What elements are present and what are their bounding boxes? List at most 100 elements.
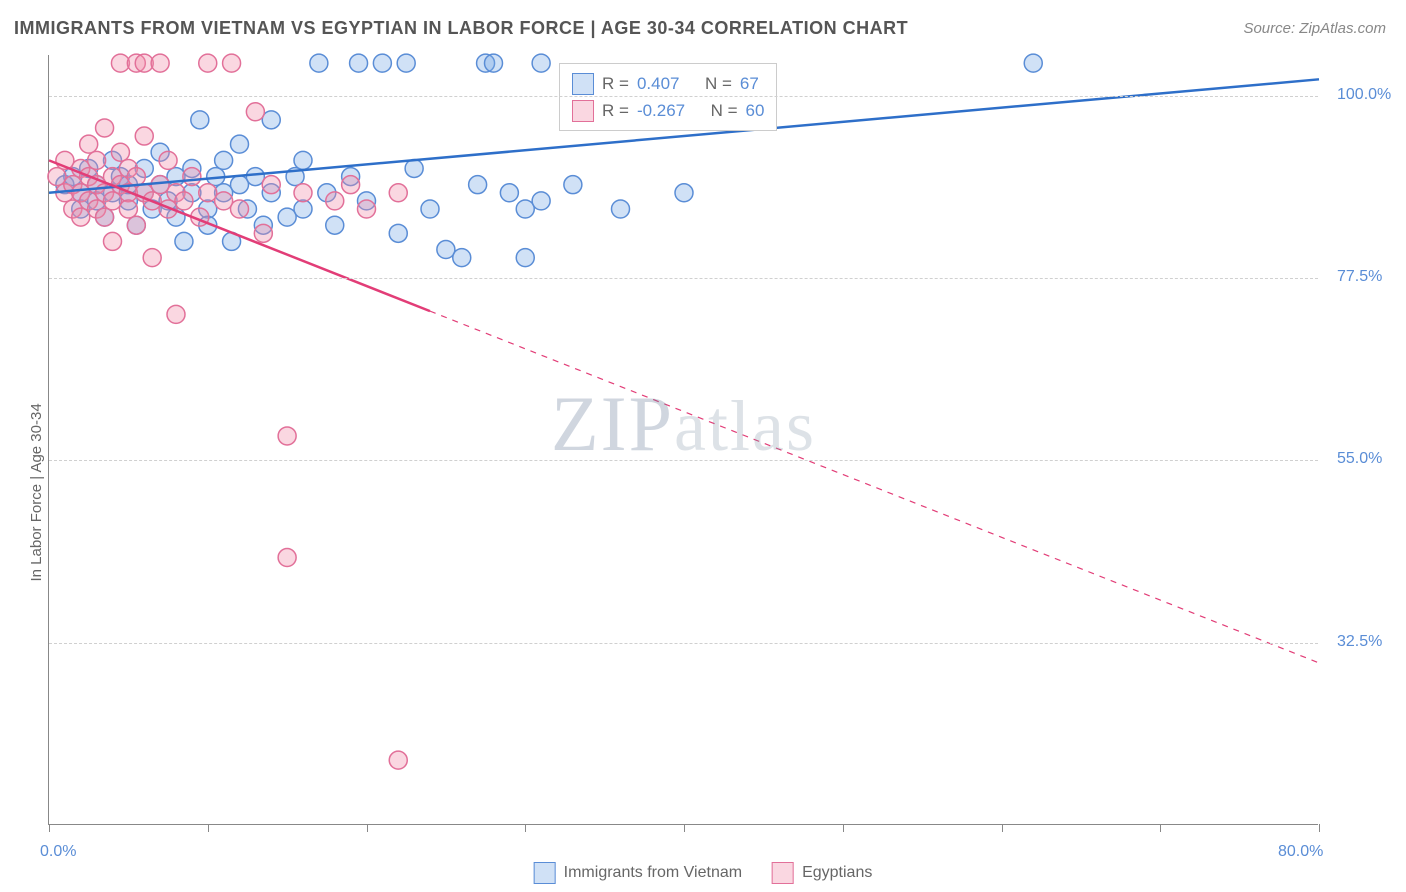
gridline-h (49, 643, 1318, 644)
xtick (367, 824, 368, 832)
data-point-egyptian (104, 232, 122, 250)
data-point-vietnam (191, 111, 209, 129)
data-point-vietnam (175, 232, 193, 250)
data-point-vietnam (373, 54, 391, 72)
ytick-label: 100.0% (1337, 86, 1391, 104)
plot-area: ZIPatlas R = 0.407 N = 67 R = -0.267 N =… (48, 55, 1318, 825)
data-point-vietnam (564, 176, 582, 194)
data-point-vietnam (405, 159, 423, 177)
n-value-egyptian: 60 (746, 97, 765, 124)
data-point-vietnam (453, 249, 471, 267)
data-point-vietnam (1024, 54, 1042, 72)
xlim-label: 0.0% (40, 843, 76, 861)
ytick-label: 77.5% (1337, 268, 1382, 286)
data-point-vietnam (421, 200, 439, 218)
data-point-vietnam (675, 184, 693, 202)
stats-row-egyptian: R = -0.267 N = 60 (572, 97, 764, 124)
r-label: R = (602, 97, 629, 124)
data-point-vietnam (397, 54, 415, 72)
data-point-vietnam (612, 200, 630, 218)
data-point-egyptian (159, 151, 177, 169)
data-point-vietnam (326, 216, 344, 234)
n-label: N = (705, 70, 732, 97)
source-attribution: Source: ZipAtlas.com (1243, 20, 1386, 37)
data-point-egyptian (326, 192, 344, 210)
stats-legend: R = 0.407 N = 67 R = -0.267 N = 60 (559, 63, 777, 131)
chart-wrapper: { "title": "IMMIGRANTS FROM VIETNAM VS E… (0, 0, 1406, 892)
data-point-egyptian (111, 143, 129, 161)
data-point-vietnam (231, 135, 249, 153)
ytick-label: 32.5% (1337, 633, 1382, 651)
data-point-vietnam (294, 151, 312, 169)
data-point-egyptian (358, 200, 376, 218)
data-point-vietnam (532, 54, 550, 72)
data-point-vietnam (500, 184, 518, 202)
legend-label-vietnam: Immigrants from Vietnam (564, 864, 742, 882)
series-legend: Immigrants from Vietnam Egyptians (534, 862, 873, 884)
data-point-vietnam (310, 54, 328, 72)
data-point-egyptian (135, 127, 153, 145)
data-point-vietnam (485, 54, 503, 72)
xlim-label: 80.0% (1278, 843, 1323, 861)
stats-row-vietnam: R = 0.407 N = 67 (572, 70, 764, 97)
xtick (208, 824, 209, 832)
ytick-label: 55.0% (1337, 450, 1382, 468)
legend-item-vietnam: Immigrants from Vietnam (534, 862, 742, 884)
data-point-egyptian (143, 249, 161, 267)
n-value-vietnam: 67 (740, 70, 759, 97)
xtick (684, 824, 685, 832)
data-point-vietnam (532, 192, 550, 210)
data-point-egyptian (183, 168, 201, 186)
swatch-egyptian (572, 100, 594, 122)
chart-title: IMMIGRANTS FROM VIETNAM VS EGYPTIAN IN L… (14, 18, 908, 39)
data-point-egyptian (389, 751, 407, 769)
xtick (1002, 824, 1003, 832)
data-point-egyptian (294, 184, 312, 202)
data-point-egyptian (88, 151, 106, 169)
data-point-egyptian (127, 168, 145, 186)
data-point-vietnam (469, 176, 487, 194)
data-point-egyptian (199, 54, 217, 72)
data-point-egyptian (342, 176, 360, 194)
y-axis-label: In Labor Force | Age 30-34 (28, 403, 45, 581)
data-point-egyptian (254, 224, 272, 242)
gridline-h (49, 460, 1318, 461)
plot-svg (49, 55, 1318, 824)
data-point-egyptian (80, 135, 98, 153)
data-point-egyptian (278, 427, 296, 445)
data-point-egyptian (175, 192, 193, 210)
legend-label-egyptian: Egyptians (802, 864, 872, 882)
xtick (1319, 824, 1320, 832)
data-point-egyptian (96, 119, 114, 137)
data-point-egyptian (167, 305, 185, 323)
xtick (49, 824, 50, 832)
data-point-egyptian (96, 208, 114, 226)
data-point-egyptian (389, 184, 407, 202)
data-point-vietnam (389, 224, 407, 242)
r-value-egyptian: -0.267 (637, 97, 685, 124)
r-label: R = (602, 70, 629, 97)
legend-swatch-vietnam (534, 862, 556, 884)
regression-line-dashed-egyptian (430, 311, 1319, 663)
legend-item-egyptian: Egyptians (772, 862, 872, 884)
data-point-egyptian (127, 216, 145, 234)
data-point-egyptian (262, 176, 280, 194)
data-point-egyptian (119, 200, 137, 218)
swatch-vietnam (572, 73, 594, 95)
legend-swatch-egyptian (772, 862, 794, 884)
data-point-egyptian (246, 103, 264, 121)
n-label: N = (711, 97, 738, 124)
data-point-egyptian (231, 200, 249, 218)
data-point-vietnam (294, 200, 312, 218)
xtick (843, 824, 844, 832)
gridline-h (49, 278, 1318, 279)
xtick (1160, 824, 1161, 832)
data-point-vietnam (350, 54, 368, 72)
xtick (525, 824, 526, 832)
data-point-egyptian (278, 549, 296, 567)
gridline-h (49, 96, 1318, 97)
data-point-vietnam (516, 249, 534, 267)
data-point-egyptian (151, 54, 169, 72)
r-value-vietnam: 0.407 (637, 70, 680, 97)
data-point-egyptian (223, 54, 241, 72)
